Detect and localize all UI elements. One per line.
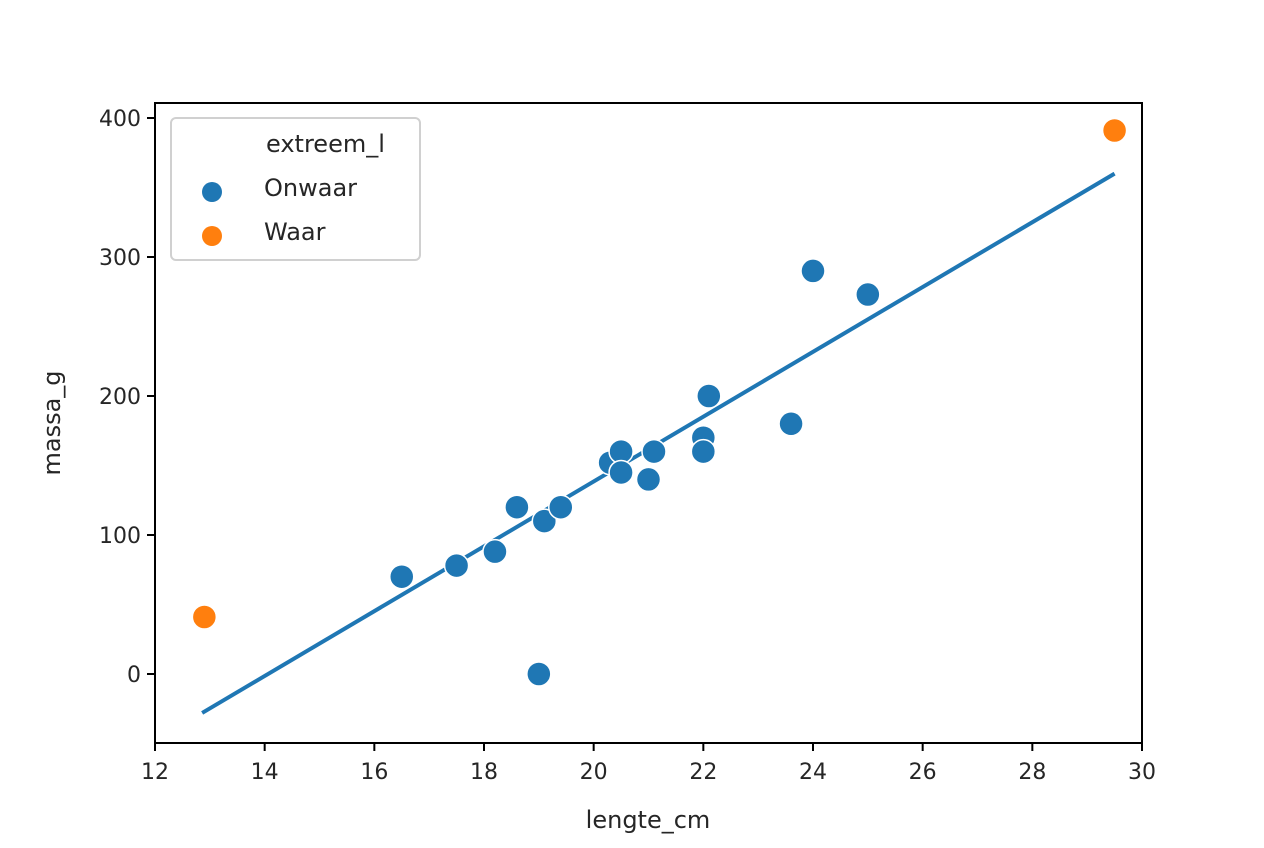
data-point-waar bbox=[191, 604, 218, 630]
data-point-onwaar bbox=[641, 438, 667, 465]
plot-area bbox=[191, 117, 1128, 715]
data-point-onwaar bbox=[548, 494, 574, 520]
data-point-onwaar bbox=[389, 563, 415, 590]
legend-marker-waar bbox=[202, 226, 222, 246]
data-point-onwaar bbox=[482, 538, 508, 565]
x-axis-label: lengte_cm bbox=[586, 806, 711, 834]
data-point-onwaar bbox=[608, 459, 634, 486]
x-tick-label: 26 bbox=[909, 760, 937, 785]
data-point-onwaar bbox=[504, 494, 530, 520]
legend-marker-onwaar bbox=[202, 182, 222, 202]
y-tick-label: 100 bbox=[99, 524, 141, 549]
data-point-onwaar bbox=[855, 281, 881, 308]
data-point-onwaar bbox=[531, 508, 558, 534]
y-tick-label: 0 bbox=[127, 663, 141, 688]
y-tick-label: 300 bbox=[99, 246, 141, 271]
data-point-onwaar bbox=[443, 552, 470, 579]
x-axis: 12 14 16 18 20 22 24 26 28 30 bbox=[141, 743, 1156, 785]
legend-box bbox=[170, 117, 421, 261]
x-tick-label: 16 bbox=[360, 760, 388, 785]
x-tick-label: 14 bbox=[251, 760, 279, 785]
data-point-onwaar bbox=[526, 661, 552, 687]
x-tick-label: 12 bbox=[141, 760, 169, 785]
data-point-onwaar bbox=[800, 258, 826, 284]
data-point-onwaar bbox=[635, 466, 662, 493]
x-tick-label: 30 bbox=[1128, 760, 1156, 785]
y-axis: 0 100 200 300 400 bbox=[99, 107, 155, 688]
x-tick-label: 24 bbox=[799, 760, 827, 785]
y-axis-label: massa_g bbox=[38, 370, 66, 475]
data-point-onwaar bbox=[778, 411, 804, 437]
x-tick-label: 20 bbox=[580, 760, 608, 785]
y-tick-label: 400 bbox=[99, 107, 141, 132]
legend-label-onwaar: Onwaar bbox=[264, 174, 357, 202]
x-tick-label: 28 bbox=[1018, 760, 1046, 785]
data-point-onwaar bbox=[690, 438, 717, 465]
x-tick-label: 22 bbox=[689, 760, 717, 785]
x-tick-label: 18 bbox=[470, 760, 498, 785]
data-point-onwaar bbox=[696, 383, 722, 409]
legend-label-waar: Waar bbox=[264, 218, 326, 246]
y-tick-label: 200 bbox=[99, 385, 141, 410]
axes-frame bbox=[154, 102, 1143, 744]
legend-title: extreem_l bbox=[266, 130, 385, 158]
legend: extreem_l Onwaar Waar bbox=[170, 117, 421, 261]
data-point-waar bbox=[1101, 117, 1128, 144]
